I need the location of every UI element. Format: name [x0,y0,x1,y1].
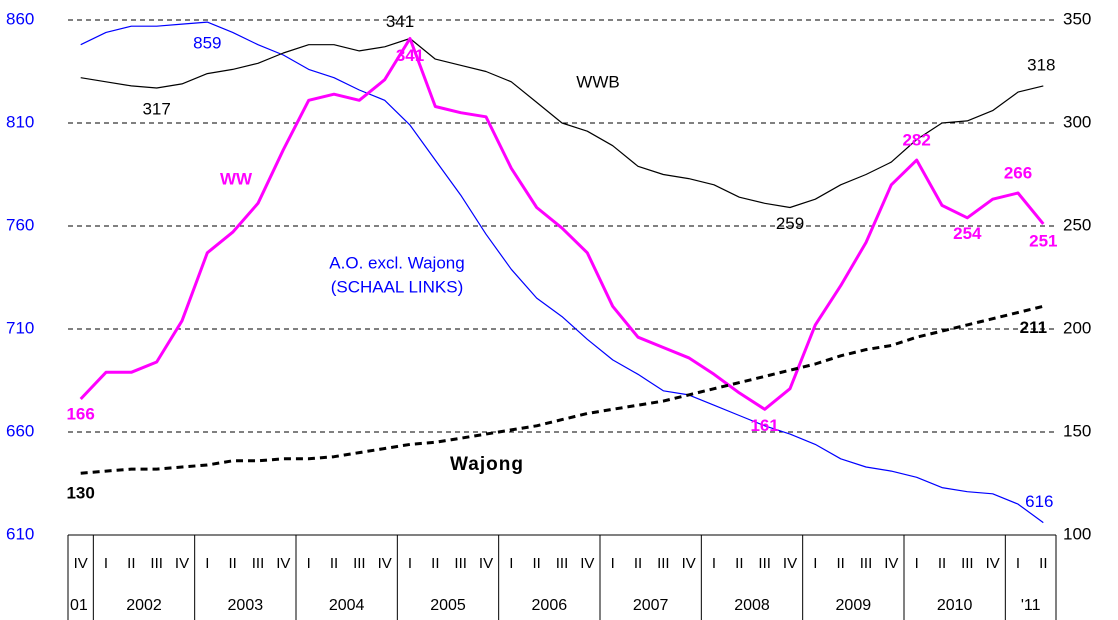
x-group-label: 2005 [430,597,466,614]
series-name: WWB [576,72,619,91]
x-tick-label: I [712,555,716,572]
x-tick-label: IV [884,555,898,572]
data-label: 282 [902,131,930,150]
x-tick-label: IV [378,555,392,572]
x-tick-label: III [758,555,771,572]
series-line [79,37,1045,411]
x-tick-label: II [127,555,135,572]
data-label: 341 [396,46,424,65]
x-tick-label: I [205,555,209,572]
x-tick-label: I [1016,555,1020,572]
x-tick-label: IV [479,555,493,572]
data-label: 259 [776,214,804,233]
y-tick-label: 760 [6,215,34,234]
x-tick-label: IV [682,555,696,572]
x-group-label: 2007 [633,597,669,614]
x-tick-label: III [252,555,265,572]
y2-tick-label: 250 [1063,215,1091,234]
x-tick-label: I [104,555,108,572]
data-label: 318 [1027,55,1055,74]
data-label: 211 [1020,318,1047,337]
series-note: (SCHAAL LINKS) [331,277,464,296]
data-label: 859 [193,34,221,53]
x-tick-label: IV [175,555,189,572]
x-tick-label: II [1039,555,1047,572]
y2-tick-label: 200 [1063,318,1091,337]
series-name: A.O. excl. Wajong [329,253,464,272]
x-tick-label: III [657,555,670,572]
x-tick-label: II [228,555,236,572]
x-tick-label: I [307,555,311,572]
x-tick-label: II [330,555,338,572]
data-label: 341 [386,12,414,31]
y-tick-label: 610 [6,524,34,543]
x-tick-label: II [735,555,743,572]
y-tick-label: 860 [6,9,34,28]
x-group-label: '11 [1021,597,1041,614]
data-label: 251 [1029,231,1057,250]
data-label: 616 [1025,492,1053,511]
y2-tick-label: 350 [1063,9,1091,28]
x-tick-label: IV [783,555,797,572]
x-group-label: 2003 [228,597,264,614]
data-label: 130 [66,484,94,503]
y2-tick-label: 100 [1063,524,1091,543]
x-group-label: 2002 [126,597,162,614]
y-tick-label: 810 [6,112,34,131]
x-tick-label: III [556,555,569,572]
x-group-label: 2004 [329,597,365,614]
x-tick-label: II [532,555,540,572]
data-label: 161 [750,416,778,435]
x-tick-label: I [408,555,412,572]
data-label: 266 [1004,164,1032,183]
x-group-label: 2010 [937,597,973,614]
x-tick-label: IV [74,555,88,572]
x-tick-label: III [860,555,873,572]
x-tick-label: III [353,555,366,572]
x-group-label: 2009 [836,597,872,614]
series-line [80,304,1044,475]
data-label: 254 [953,224,982,243]
y-tick-label: 660 [6,421,34,440]
y2-tick-label: 150 [1063,421,1091,440]
x-tick-label: II [634,555,642,572]
series-line [80,37,1044,209]
x-tick-label: II [938,555,946,572]
y2-tick-label: 300 [1063,112,1091,131]
x-group-label: 2008 [734,597,770,614]
series-line [80,21,1044,524]
x-tick-label: II [836,555,844,572]
x-tick-label: IV [580,555,594,572]
series-name: WW [220,169,253,188]
x-group-label: 01 [70,597,88,614]
x-tick-label: II [431,555,439,572]
x-tick-label: I [509,555,513,572]
x-tick-label: I [915,555,919,572]
x-tick-label: IV [276,555,290,572]
x-tick-label: III [454,555,467,572]
data-label: 317 [142,99,170,118]
data-label: 166 [66,405,94,424]
y-tick-label: 710 [6,318,34,337]
series-name: Wajong [450,454,524,475]
x-tick-label: IV [986,555,1000,572]
x-group-label: 2006 [532,597,568,614]
x-tick-label: III [961,555,974,572]
x-tick-label: I [813,555,817,572]
x-tick-label: III [150,555,163,572]
x-tick-label: I [611,555,615,572]
